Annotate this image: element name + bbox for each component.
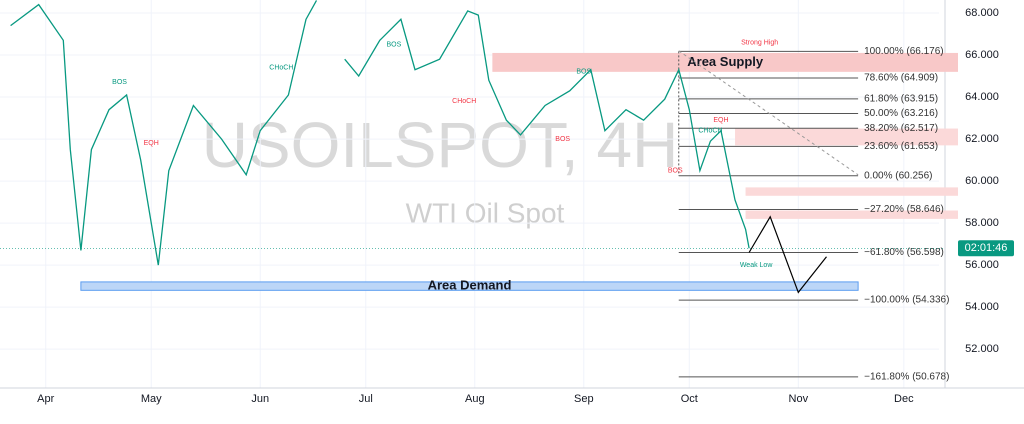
fib-label: 0.00% (60.256) (864, 170, 932, 181)
fib-label: 50.00% (63.216) (864, 108, 938, 119)
annotation: CHoCH (269, 64, 293, 71)
fib-label: −61.80% (56.598) (864, 247, 944, 258)
x-tick-label: Apr (37, 393, 54, 405)
y-tick-label: 60.000 (965, 175, 999, 187)
annotation: BOS (386, 41, 401, 48)
fib-label: −100.00% (54.336) (864, 295, 949, 306)
x-tick-label: Oct (681, 393, 698, 405)
zone (80, 281, 859, 291)
plot: 52.000 54.000 56.000 58.000 60.000 62.000 64.0… (0, 0, 1024, 405)
fib-label: −27.20% (58.646) (864, 204, 944, 215)
annotation: EQH (144, 140, 159, 147)
x-tick-label: Aug (465, 393, 485, 405)
x-tick-label: Sep (574, 393, 594, 405)
y-tick-label: 58.000 (965, 217, 999, 229)
fib-label: −161.80% (50.678) (864, 372, 949, 383)
annotation: EQH (713, 117, 728, 124)
watermark-title: USOILSPOT, 4H (202, 109, 679, 181)
annotation: CHoCH (698, 128, 722, 135)
zone-label: Area Demand (428, 278, 512, 293)
trend-line (678, 50, 859, 176)
annotation: BOS (576, 69, 591, 76)
y-tick-label: 62.000 (965, 133, 999, 145)
watermark-subtitle: WTI Oil Spot (406, 197, 565, 228)
fib-label: 78.60% (64.909) (864, 73, 938, 84)
x-tick-label: Jul (359, 393, 373, 405)
countdown-box (958, 240, 1014, 257)
annotation: BOS (112, 79, 127, 86)
x-tick-label: Dec (894, 393, 914, 405)
fib-label: 23.60% (61.653) (864, 141, 938, 152)
zone (735, 128, 958, 146)
fib-label: 38.20% (62.517) (864, 123, 938, 134)
zone (492, 52, 958, 72)
zone (745, 210, 958, 219)
fib-label: 61.80% (63.915) (864, 93, 938, 104)
projection-line (748, 215, 827, 294)
x-tick-label: May (141, 393, 162, 405)
annotation: CHoCH (452, 98, 476, 105)
annotation: BOS (555, 136, 570, 143)
y-tick-label: 64.000 (965, 91, 999, 103)
annotation: BOS (668, 167, 683, 174)
zone-label: Area Supply (687, 54, 764, 69)
y-tick-label: 54.000 (965, 301, 999, 313)
y-tick-label: 56.000 (965, 259, 999, 271)
countdown: 02:01:46 (965, 242, 1008, 254)
price-line (10, 0, 750, 266)
y-tick-label: 68.000 (965, 7, 999, 19)
y-tick-label: 66.000 (965, 49, 999, 61)
annotation: Strong High (741, 39, 778, 46)
y-tick-label: 52.000 (965, 343, 999, 355)
x-tick-label: Nov (789, 393, 809, 405)
annotation: Weak Low (740, 262, 773, 269)
fib-label: 100.00% (66.176) (864, 46, 944, 57)
zone (745, 187, 958, 196)
x-tick-label: Jun (251, 393, 269, 405)
